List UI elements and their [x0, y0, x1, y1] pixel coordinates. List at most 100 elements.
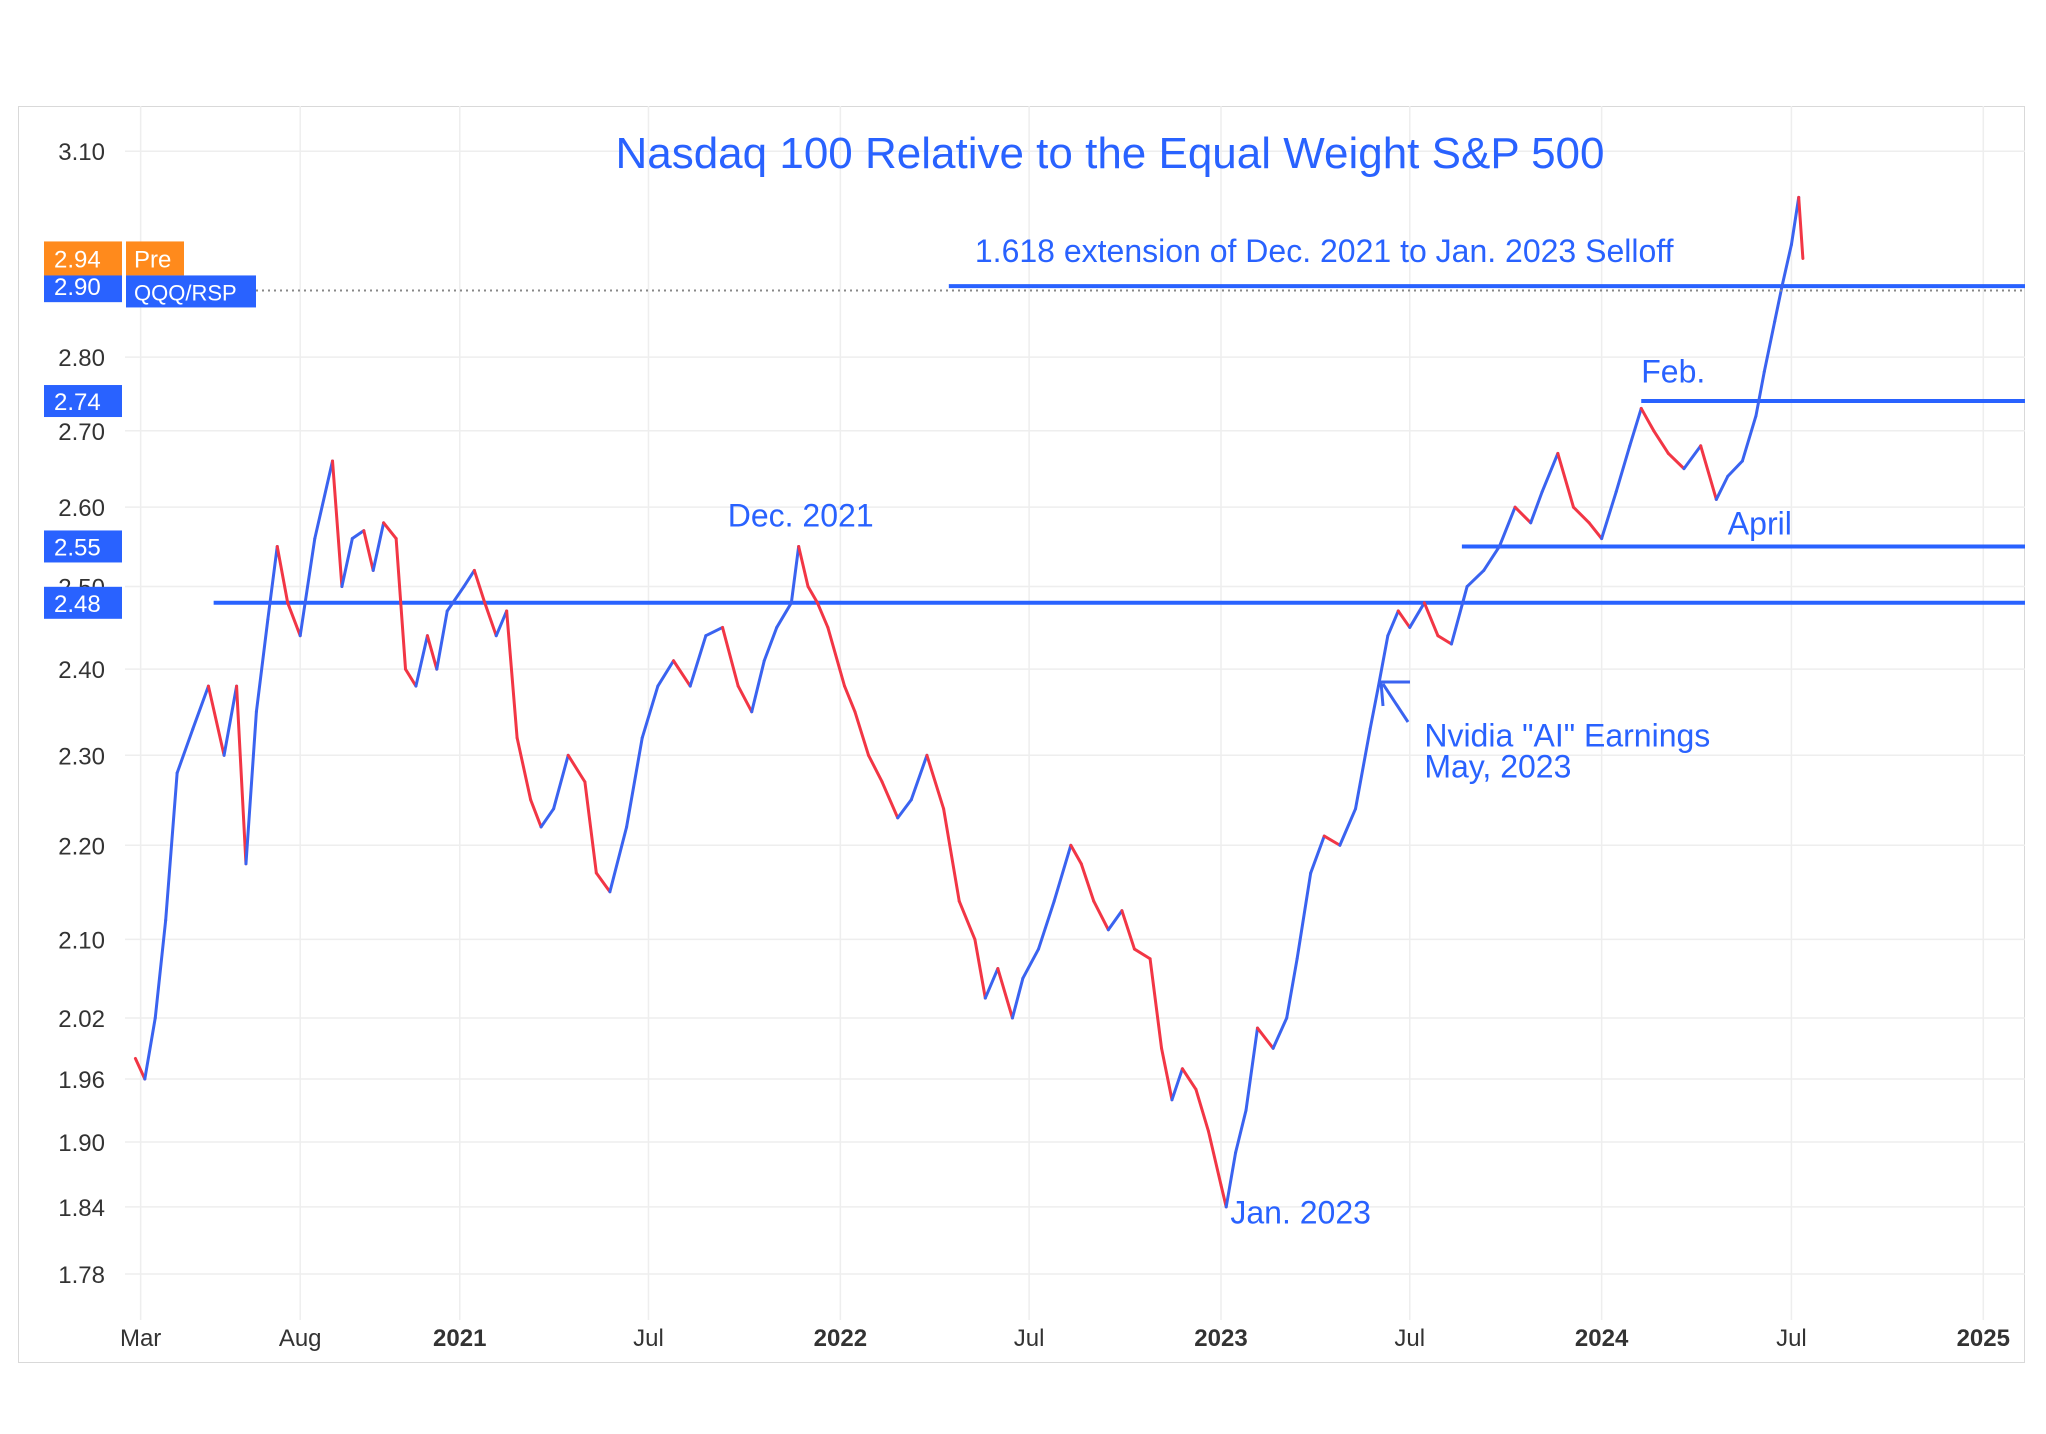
- price-segment: [1773, 284, 1784, 323]
- price-segment: [382, 521, 398, 541]
- price-segment: [515, 736, 533, 802]
- y-tick-label: 2.40: [58, 657, 105, 684]
- price-segment: [721, 625, 740, 688]
- price-segment: [762, 625, 779, 663]
- price-segment: [1754, 370, 1766, 418]
- price-tag-label: 2.48: [54, 591, 101, 618]
- price-segment: [625, 736, 644, 829]
- price-segment: [815, 601, 830, 629]
- price-segment: [1497, 505, 1517, 548]
- y-tick-label: 1.90: [58, 1130, 105, 1157]
- price-segment: [350, 529, 366, 541]
- y-tick-label: 2.70: [58, 419, 105, 446]
- price-tags: 2.90 2.74 2.55 2.48 2.94 Pre QQQ/RSP: [44, 241, 256, 619]
- price-segment: [789, 544, 801, 605]
- price-segment: [1449, 585, 1469, 646]
- price-segment: [1180, 1067, 1198, 1091]
- price-segment: [896, 798, 913, 820]
- price-segment: [1726, 459, 1744, 478]
- price-segment: [688, 634, 708, 688]
- price-segment: [1255, 1026, 1275, 1050]
- x-tick-label: 2022: [814, 1325, 867, 1352]
- price-segment: [153, 918, 168, 1020]
- price-segment: [797, 544, 810, 589]
- price-segment: [133, 1056, 147, 1081]
- price-segment: [340, 537, 354, 589]
- price-tag-label: 2.74: [54, 389, 101, 416]
- price-segment: [983, 967, 1000, 1000]
- price-tag-label: 2.55: [54, 534, 101, 561]
- price-segment: [313, 459, 335, 541]
- price-segment: [1529, 490, 1544, 525]
- price-segment: [1714, 474, 1730, 501]
- price-segment: [404, 667, 418, 688]
- annotation-label: 1.618 extension of Dec. 2021 to Jan. 202…: [975, 233, 1674, 269]
- x-tick-label: Jul: [1776, 1325, 1807, 1352]
- x-tick-label: Jul: [633, 1325, 664, 1352]
- price-segment: [1628, 406, 1643, 448]
- price-segment: [1206, 1129, 1223, 1187]
- price-segment: [331, 459, 344, 589]
- price-segment: [566, 753, 587, 784]
- price-segment: [1092, 899, 1110, 932]
- x-tick-label: Aug: [279, 1325, 322, 1352]
- price-segment: [244, 710, 258, 866]
- annotations: 1.618 extension of Dec. 2021 to Jan. 202…: [728, 233, 1792, 1231]
- x-tick-label: 2021: [433, 1325, 486, 1352]
- price-segment: [1408, 601, 1426, 629]
- price-segment: [1148, 957, 1164, 1050]
- y-tick-label: 2.80: [58, 345, 105, 372]
- price-segment: [235, 684, 248, 866]
- price-segment: [1160, 1046, 1174, 1102]
- price-segment: [1037, 899, 1056, 951]
- price-segment: [1396, 609, 1412, 629]
- y-tick-label: 2.10: [58, 927, 105, 954]
- price-tag-box: [44, 385, 122, 418]
- price-segment: [1797, 195, 1805, 260]
- price-segment: [1682, 444, 1703, 471]
- annotation-label: Dec. 2021: [728, 498, 874, 534]
- price-segment: [853, 710, 871, 757]
- price-series: [133, 195, 1805, 1209]
- price-segment: [1600, 490, 1618, 541]
- x-tick-label: 2025: [1957, 1325, 2010, 1352]
- y-tick-label: 2.30: [58, 743, 105, 770]
- symbol-label: QQQ/RSP: [134, 280, 237, 305]
- chart-title: Nasdaq 100 Relative to the Equal Weight …: [615, 129, 1604, 178]
- y-tick-label: 1.96: [58, 1067, 105, 1094]
- price-segment: [656, 659, 676, 688]
- price-segment: [1309, 834, 1326, 875]
- current-price-value: 2.94: [54, 246, 101, 273]
- price-segment: [494, 609, 509, 638]
- pre-market-tag: [126, 241, 184, 276]
- price-segment: [1639, 406, 1656, 433]
- price-segment: [1666, 451, 1686, 471]
- price-segment: [1652, 429, 1670, 455]
- symbol-tag: [126, 275, 256, 308]
- price-segment: [1540, 451, 1560, 494]
- price-segment: [736, 684, 754, 714]
- price-tag-box: [44, 586, 122, 619]
- pre-market-label: Pre: [134, 246, 171, 273]
- price-segment: [750, 659, 766, 714]
- price-segment: [1170, 1067, 1184, 1102]
- price-segment: [1106, 909, 1124, 932]
- price-segment: [1699, 444, 1718, 501]
- price-segment: [672, 659, 692, 688]
- price-segment: [1789, 195, 1801, 247]
- price-segment: [552, 753, 570, 811]
- price-segment: [1513, 505, 1533, 525]
- price-segment: [1465, 568, 1486, 589]
- price-segment: [483, 601, 498, 638]
- price-segment: [505, 609, 519, 740]
- annotation-label: April: [1728, 506, 1792, 542]
- price-segment: [266, 544, 279, 621]
- y-tick-label: 1.84: [58, 1195, 105, 1222]
- price-segment: [1069, 843, 1083, 866]
- price-segment: [1376, 634, 1390, 688]
- price-segment: [286, 601, 302, 638]
- price-segment: [1194, 1087, 1210, 1133]
- price-segment: [1010, 976, 1025, 1020]
- price-segment: [1285, 957, 1299, 1020]
